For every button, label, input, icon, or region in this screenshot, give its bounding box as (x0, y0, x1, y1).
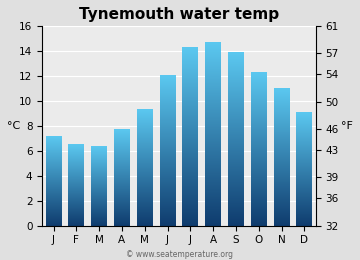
Title: Tynemouth water temp: Tynemouth water temp (79, 7, 279, 22)
Y-axis label: °C: °C (7, 121, 20, 131)
Text: © www.seatemperature.org: © www.seatemperature.org (126, 250, 234, 259)
Y-axis label: °F: °F (341, 121, 353, 131)
